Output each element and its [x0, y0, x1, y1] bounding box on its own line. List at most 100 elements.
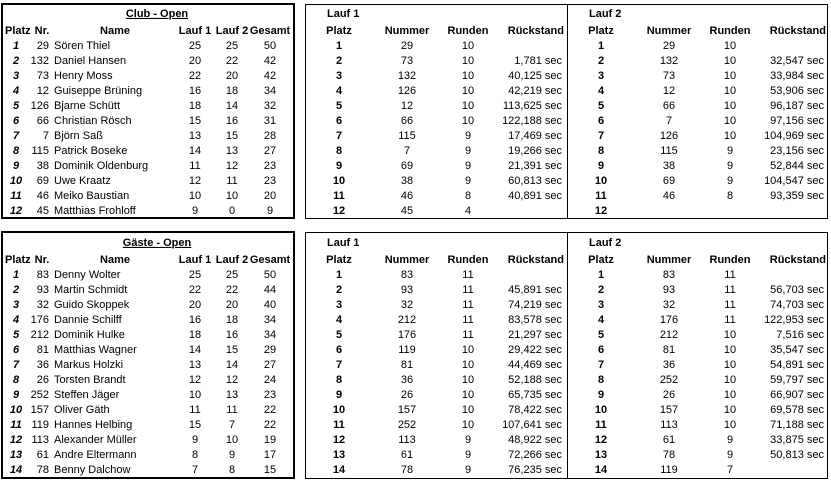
cell: 12	[189, 175, 201, 187]
cell: Henry Moss	[54, 70, 113, 82]
cell: 104,969 sec	[764, 130, 824, 142]
cell: 22	[264, 419, 276, 431]
cell: 16	[226, 329, 238, 341]
cell: 9	[465, 160, 471, 172]
cell: 113	[660, 419, 678, 431]
cell: 78	[401, 464, 413, 476]
cell: 25	[226, 269, 238, 281]
cell: 25	[189, 269, 201, 281]
rank: 8	[598, 374, 604, 386]
cell: 52,188 sec	[508, 374, 562, 386]
rank: 2	[12, 284, 19, 296]
cell: 14	[226, 100, 238, 112]
rank: 1	[336, 40, 342, 52]
column-header: Platz	[5, 254, 31, 266]
cell: 10	[724, 115, 736, 127]
cell: 10	[724, 130, 736, 142]
cell: 0	[229, 205, 235, 217]
section-title: Gäste - Open	[123, 237, 192, 249]
cell: 40,125 sec	[508, 70, 562, 82]
cell: 122,188 sec	[502, 115, 562, 127]
column-header: Runden	[448, 254, 489, 266]
cell: 50	[264, 269, 276, 281]
rank: 12	[595, 434, 607, 446]
cell: 10	[226, 434, 238, 446]
cell: 81	[663, 344, 675, 356]
column-header: Rückstand	[770, 25, 826, 37]
cell: Andre Eltermann	[54, 449, 137, 461]
cell: 38	[401, 175, 413, 187]
rank: 9	[336, 389, 342, 401]
cell: 45,891 sec	[508, 284, 562, 296]
cell: 23,156 sec	[770, 145, 824, 157]
cell: 15	[189, 419, 201, 431]
cell: Benny Dalchow	[54, 464, 130, 476]
cell: 66	[663, 100, 675, 112]
cell: 22	[264, 404, 276, 416]
rank: 12	[10, 434, 22, 446]
cell: 10	[724, 55, 736, 67]
cell: Martin Schmidt	[54, 284, 127, 296]
rank: 14	[333, 464, 346, 476]
cell: 12	[226, 374, 238, 386]
cell: 12	[401, 100, 413, 112]
rank: 12	[595, 205, 607, 217]
column-header: Name	[100, 254, 130, 266]
cell: Guiseppe Brüning	[54, 85, 142, 97]
cell: 212	[398, 314, 416, 326]
column-header: Lauf 2	[216, 25, 248, 37]
cell: 13	[189, 130, 201, 142]
cell: 26	[37, 374, 49, 386]
cell: Daniel Hansen	[54, 55, 126, 67]
cell: 10	[462, 100, 474, 112]
cell: 46	[37, 190, 49, 202]
cell: 81	[401, 359, 413, 371]
cell: 10	[462, 70, 474, 82]
cell: 11	[462, 299, 473, 311]
cell: 22	[189, 284, 201, 296]
rank: 5	[336, 100, 342, 112]
cell: Sören Thiel	[54, 40, 110, 52]
cell: 18	[189, 100, 201, 112]
rank: 12	[10, 205, 22, 217]
cell: 15	[264, 464, 276, 476]
cell: 7	[727, 464, 733, 476]
cell: 132	[660, 55, 678, 67]
cell: 7	[404, 145, 410, 157]
cell: 212	[660, 329, 678, 341]
rank: 2	[598, 284, 604, 296]
cell: 93,359 sec	[770, 190, 824, 202]
cell: Uwe Kraatz	[54, 175, 111, 187]
cell: 10	[462, 359, 474, 371]
cell: 18	[226, 85, 238, 97]
rank: 11	[595, 419, 607, 431]
rank: 11	[333, 190, 345, 202]
cell: 11	[189, 160, 200, 172]
cell: 27	[264, 359, 276, 371]
cell: 11	[462, 269, 473, 281]
rank: 14	[10, 464, 22, 476]
rank: 9	[336, 160, 342, 172]
cell: 66	[37, 115, 49, 127]
cell: 33,875 sec	[770, 434, 824, 446]
cell: 48,922 sec	[508, 434, 562, 446]
cell: 61	[37, 449, 49, 461]
rank: 1	[598, 269, 604, 281]
cell: 10	[462, 55, 474, 67]
rank: 12	[333, 205, 345, 217]
run-title: Lauf 2	[589, 8, 621, 20]
cell: 69	[401, 160, 413, 172]
cell: 59,797 sec	[770, 374, 824, 386]
cell: 22	[226, 284, 238, 296]
cell: 50,813 sec	[770, 449, 824, 461]
cell: 26	[401, 389, 413, 401]
cell: 28	[264, 130, 276, 142]
column-header: Platz	[5, 25, 31, 37]
column-header: Lauf 1	[179, 254, 211, 266]
cell: 10	[724, 40, 736, 52]
rank: 5	[598, 329, 604, 341]
rank: 1	[598, 40, 604, 52]
rank: 7	[336, 130, 342, 142]
run-title: Lauf 2	[589, 237, 621, 249]
cell: Dominik Oldenburg	[54, 160, 148, 172]
